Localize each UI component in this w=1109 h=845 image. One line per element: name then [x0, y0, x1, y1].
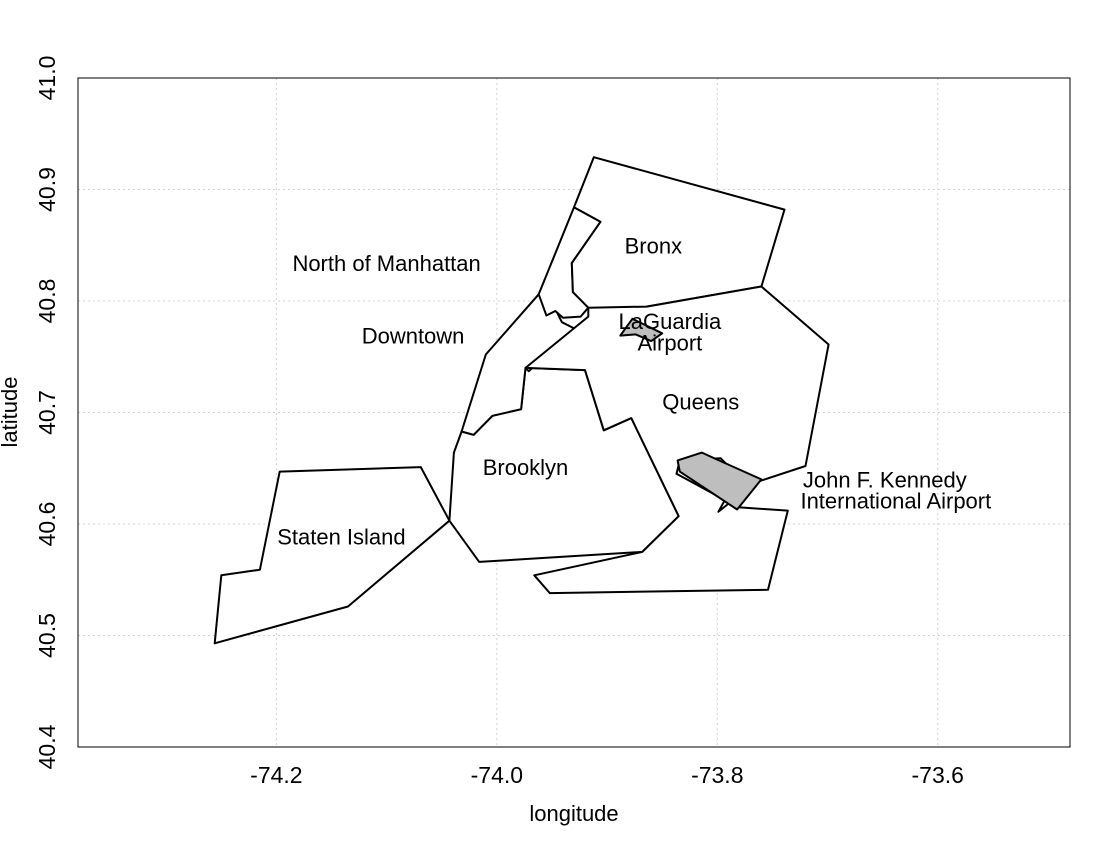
x-tick-label: -73.6: [912, 762, 964, 788]
y-tick-label: 40.5: [34, 613, 60, 658]
x-tick-label: -74.2: [250, 762, 302, 788]
region-label-laguardia-line1: LaGuardia: [619, 309, 723, 334]
x-tick-label: -73.8: [691, 762, 743, 788]
region-label-laguardia-line2: Airport: [637, 330, 702, 355]
region-label-downtown: Downtown: [362, 324, 465, 349]
region-laguardia-airport: [619, 317, 664, 343]
y-tick-label: 40.6: [34, 502, 60, 547]
plot-frame: [77, 77, 1071, 748]
y-axis-label: latitude: [0, 377, 22, 448]
x-axis-ticks: -74.2 -74.0 -73.8 -73.6: [250, 762, 964, 788]
region-label-north-of-manhattan: North of Manhattan: [292, 251, 480, 276]
y-tick-label: 41.0: [34, 56, 60, 101]
y-tick-label: 40.9: [34, 167, 60, 212]
region-label-brooklyn: Brooklyn: [483, 455, 569, 480]
region-label-staten-island: Staten Island: [277, 524, 405, 549]
region-polygons: [213, 156, 830, 645]
region-labels: North of Manhattan Bronx Downtown LaGuardia…: [277, 233, 991, 549]
region-label-bronx: Bronx: [625, 233, 682, 258]
x-axis-label: longitude: [529, 801, 618, 826]
x-tick-label: -74.0: [471, 762, 523, 788]
region-label-queens: Queens: [662, 389, 739, 414]
y-axis-ticks: 40.4 40.5 40.6 40.7 40.8 40.9 41.0: [34, 56, 60, 770]
region-staten-island: [213, 466, 451, 645]
y-tick-label: 40.4: [34, 724, 60, 769]
y-tick-label: 40.7: [34, 390, 60, 435]
region-jfk-airport: [676, 451, 763, 511]
region-label-jfk-line2: International Airport: [800, 489, 991, 514]
region-label-jfk-line1: John F. Kennedy: [803, 467, 967, 492]
y-tick-label: 40.8: [34, 279, 60, 324]
